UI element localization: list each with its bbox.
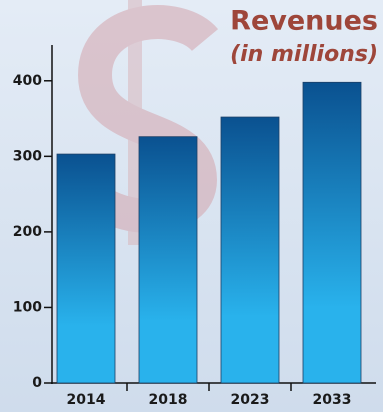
y-tick-label: 100 [13,299,42,315]
x-tick-label: 2014 [67,392,106,408]
bar [138,136,198,384]
y-tick-label: 0 [32,375,42,391]
y-tick-label: 200 [13,224,42,240]
bar [56,153,116,384]
x-tick-label: 2033 [313,392,352,408]
x-tick-label: 2018 [149,392,188,408]
y-tick-label: 300 [13,148,42,164]
y-tick-label: 400 [13,73,42,89]
chart-title: Revenues [230,6,378,37]
bar [220,116,280,384]
chart-subtitle: (in millions) [230,42,378,67]
x-tick-label: 2023 [231,392,270,408]
bar [302,81,362,384]
